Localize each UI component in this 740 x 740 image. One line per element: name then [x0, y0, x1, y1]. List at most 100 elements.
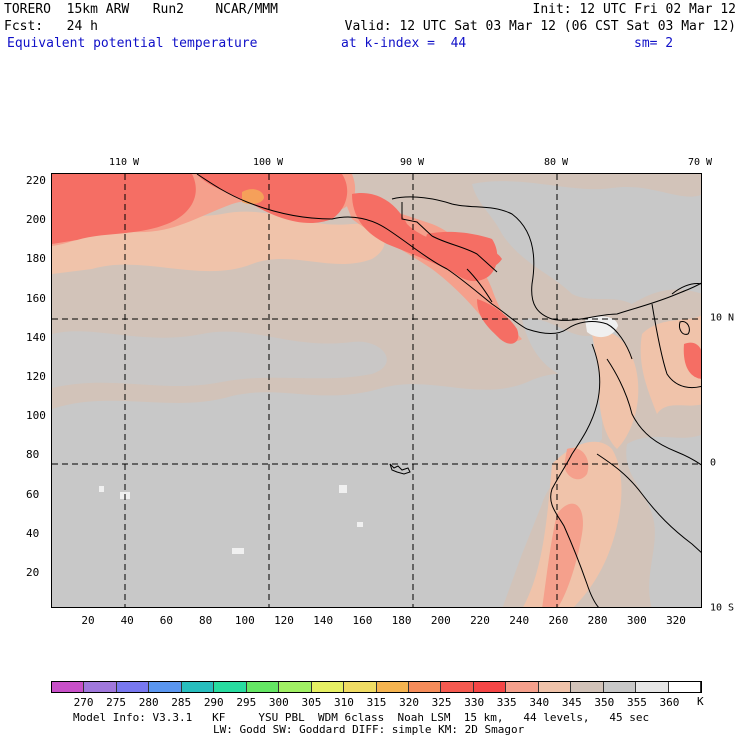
colorbar-swatch	[246, 682, 280, 692]
border-central-america-1	[401, 202, 433, 237]
colorbar-label: 320	[399, 696, 419, 709]
colorbar-swatch	[311, 682, 345, 692]
colorbar-unit: K	[697, 695, 704, 708]
y-tick-label: 40	[26, 526, 40, 540]
colorbar-swatch	[636, 682, 669, 692]
lon-label-90w: 90 W	[399, 157, 425, 168]
coast-mexico	[196, 174, 528, 330]
colorbar-swatch	[214, 682, 247, 692]
gray-region-north	[52, 331, 387, 388]
colorbar-label: 305	[301, 696, 322, 709]
x-tick-label: 40	[120, 614, 134, 627]
colorbar-swatch	[376, 682, 409, 692]
red-region-honduras	[425, 231, 498, 282]
graticule	[52, 174, 701, 607]
y-tick-label: 140	[26, 330, 46, 344]
model-info: Model Info: V3.3.1 KF YSU PBL WDM 6class…	[73, 711, 650, 724]
white-patch-2	[232, 548, 244, 554]
colorbar-label: 290	[203, 696, 224, 709]
coast-panama	[526, 321, 633, 360]
y-tick-label: 200	[26, 213, 46, 227]
colorbar-swatch	[52, 682, 85, 692]
colorbar-swatch	[181, 682, 215, 692]
valid-time: Valid: 12 UTC Sat 03 Mar 12 (06 CST Sat …	[344, 19, 736, 34]
init-time: Init: 12 UTC Fri 02 Mar 12	[532, 2, 737, 17]
colorbar-label: 270	[73, 696, 94, 709]
y-tick-label: 120	[26, 370, 46, 383]
colorbar-label: 340	[529, 696, 550, 709]
x-tick-label: 300	[626, 614, 647, 627]
red-region-venezuela	[683, 342, 701, 379]
x-tick-label: 20	[81, 614, 95, 627]
lat-label-equator: 0	[710, 457, 717, 469]
x-tick-label: 120	[274, 614, 294, 627]
border-central-america-3	[466, 268, 493, 303]
theta-e-map	[51, 173, 702, 608]
coast-colombia-pacific	[550, 343, 601, 607]
orange-spot-mexico	[242, 189, 264, 205]
y-tick-label: 60	[26, 487, 40, 501]
border-sa-3	[651, 303, 701, 388]
gray-region-south	[52, 373, 602, 607]
colorbar-label: 325	[431, 696, 452, 709]
colorbar-swatch	[571, 682, 604, 692]
white-patch-3	[339, 485, 347, 493]
peach-region-venezuela	[640, 315, 701, 414]
red-region-mexico-pacific	[52, 174, 196, 244]
colorbar-swatch	[149, 682, 182, 692]
colorbar-swatch	[84, 682, 117, 692]
y-tick-label: 80	[26, 448, 40, 462]
gray-region-caribbean	[472, 181, 701, 304]
colorbar-swatch	[603, 682, 637, 692]
x-tick-label: 200	[430, 614, 451, 627]
lon-label-110w: 110 W	[108, 157, 140, 168]
x-tick-label: 60	[159, 614, 174, 627]
white-patch-4	[357, 522, 363, 527]
border-central-america-2	[431, 235, 498, 273]
colorbar-swatch	[408, 682, 442, 692]
colorbar-label: 330	[464, 696, 485, 709]
lat-label-10n: 10 N	[710, 312, 735, 324]
x-tick-label: 80	[198, 614, 213, 627]
field-name: Equivalent potential temperature	[7, 36, 258, 51]
theta-e-map-svg	[52, 174, 701, 607]
coast-caribbean	[391, 196, 701, 321]
lon-label-80w: 80 W	[543, 157, 569, 168]
smoothing-label: sm= 2	[634, 36, 674, 51]
x-tick-label: 280	[587, 614, 608, 627]
forecast-hour: Fcst: 24 h	[4, 19, 98, 34]
y-tick-label: 100	[26, 409, 46, 423]
colorbar-label: 350	[594, 696, 615, 709]
colorbar-swatch	[279, 682, 312, 692]
colorbar-label: 315	[366, 696, 387, 709]
colorbar-label: 275	[106, 696, 127, 709]
x-tick-label: 140	[313, 614, 334, 627]
border-sa-1	[606, 358, 701, 466]
salmon-region-peru	[542, 503, 583, 607]
colorbar-label: 285	[171, 696, 192, 709]
coast-galapagos	[389, 463, 411, 475]
y-tick-label: 160	[26, 291, 46, 305]
lat-label-10s: 10 S	[710, 602, 735, 614]
coast-hispaniola	[671, 283, 701, 295]
colorbar-swatch	[116, 682, 150, 692]
x-tick-label: 240	[509, 614, 530, 627]
physics-info: LW: Godd SW: Goddard DIFF: simple KM: 2D…	[213, 723, 525, 736]
colorbar-label: 335	[496, 696, 517, 709]
colorbar-label: 295	[236, 696, 257, 709]
colorbar-label: 280	[138, 696, 159, 709]
x-tick-label: 220	[470, 614, 490, 627]
gray-region-sa-interior	[626, 434, 701, 607]
lon-label-100w: 100 W	[252, 157, 284, 168]
level-index: at k-index = 44	[341, 36, 467, 51]
colorbar-swatch	[506, 682, 539, 692]
colorbar-swatch	[344, 682, 377, 692]
colorbar-label: 360	[659, 696, 680, 709]
x-tick-label: 100	[234, 614, 255, 627]
colorbar-label: 300	[268, 696, 289, 709]
red-region-costa-rica	[477, 299, 519, 344]
colorbar-label: 310	[334, 696, 354, 709]
red-region-southern-mexico	[197, 174, 348, 224]
y-tick-label: 180	[26, 252, 46, 266]
model-title: TORERO 15km ARW Run2 NCAR/MMM	[4, 2, 278, 17]
